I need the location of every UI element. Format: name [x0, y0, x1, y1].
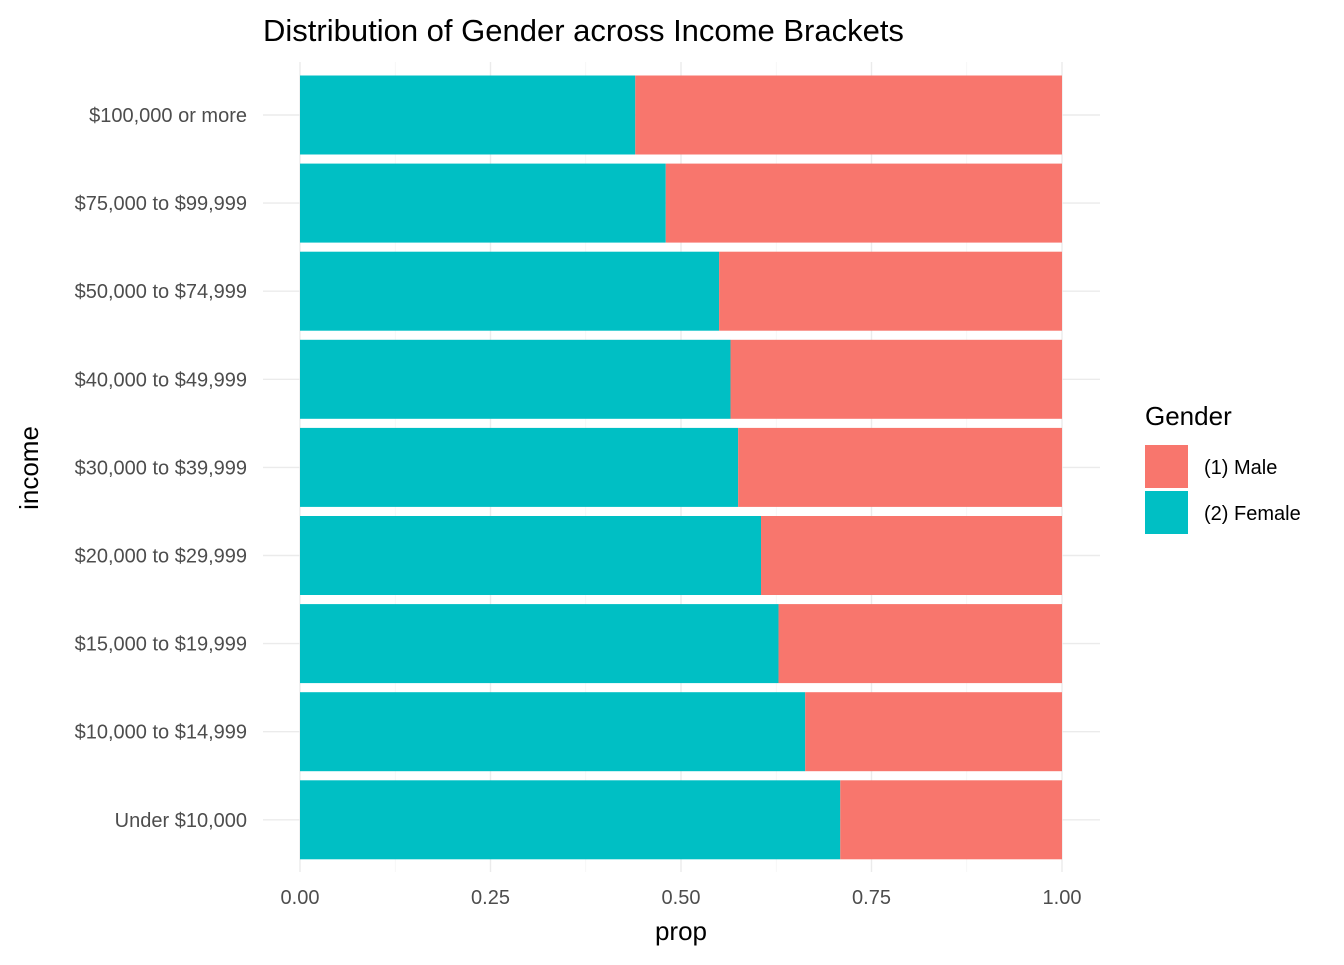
- y-tick-label: $75,000 to $99,999: [75, 193, 247, 215]
- bar-1-male: [761, 516, 1062, 595]
- y-tick-label: Under $10,000: [115, 810, 247, 832]
- legend: Gender (1) Male (2) Female: [1145, 401, 1301, 534]
- y-tick-label: $20,000 to $29,999: [75, 546, 247, 568]
- x-tick-label: 0.75: [852, 887, 891, 909]
- bar-2-female: [300, 251, 720, 331]
- x-tick-labels: 0.00 0.25 0.50 0.75 1.00: [281, 887, 1082, 909]
- bars-layer: [300, 75, 1062, 860]
- bar-2-female: [300, 780, 841, 860]
- legend-label: (2) Female: [1204, 503, 1301, 525]
- x-axis-title: prop: [655, 916, 707, 946]
- y-tick-label: $100,000 or more: [89, 105, 247, 127]
- y-tick-label: $50,000 to $74,999: [75, 281, 247, 303]
- bar-2-female: [300, 604, 779, 684]
- x-tick-label: 0.50: [662, 887, 701, 909]
- bar-1-male: [730, 339, 1062, 419]
- legend-key: [1145, 445, 1188, 488]
- y-tick-label: $10,000 to $14,999: [75, 722, 247, 744]
- bar-2-female: [300, 427, 739, 507]
- x-tick-label: 0.25: [471, 887, 510, 909]
- bar-2-female: [300, 163, 666, 243]
- y-tick-label: $40,000 to $49,999: [75, 369, 247, 391]
- legend-label: (1) Male: [1204, 457, 1277, 479]
- y-tick-labels: $100,000 or more $75,000 to $99,999 $50,00…: [75, 105, 247, 832]
- bar-1-male: [840, 780, 1062, 860]
- x-tick-label: 1.00: [1043, 887, 1082, 909]
- bar-1-male: [719, 251, 1062, 331]
- legend-title: Gender: [1145, 401, 1232, 431]
- bar-2-female: [300, 75, 636, 155]
- y-tick-label: $15,000 to $19,999: [75, 634, 247, 656]
- bar-1-male: [805, 692, 1062, 772]
- y-tick-label: $30,000 to $39,999: [75, 457, 247, 479]
- bar-2-female: [300, 516, 762, 595]
- bar-2-female: [300, 692, 806, 772]
- bar-1-male: [635, 75, 1062, 155]
- bar-1-male: [738, 427, 1062, 507]
- bar-1-male: [665, 163, 1062, 243]
- x-tick-label: 0.00: [281, 887, 320, 909]
- legend-key: [1145, 491, 1188, 534]
- bar-2-female: [300, 339, 731, 419]
- y-axis-title: income: [14, 426, 44, 510]
- chart-title: Distribution of Gender across Income Bra…: [263, 13, 904, 48]
- bar-1-male: [778, 604, 1062, 684]
